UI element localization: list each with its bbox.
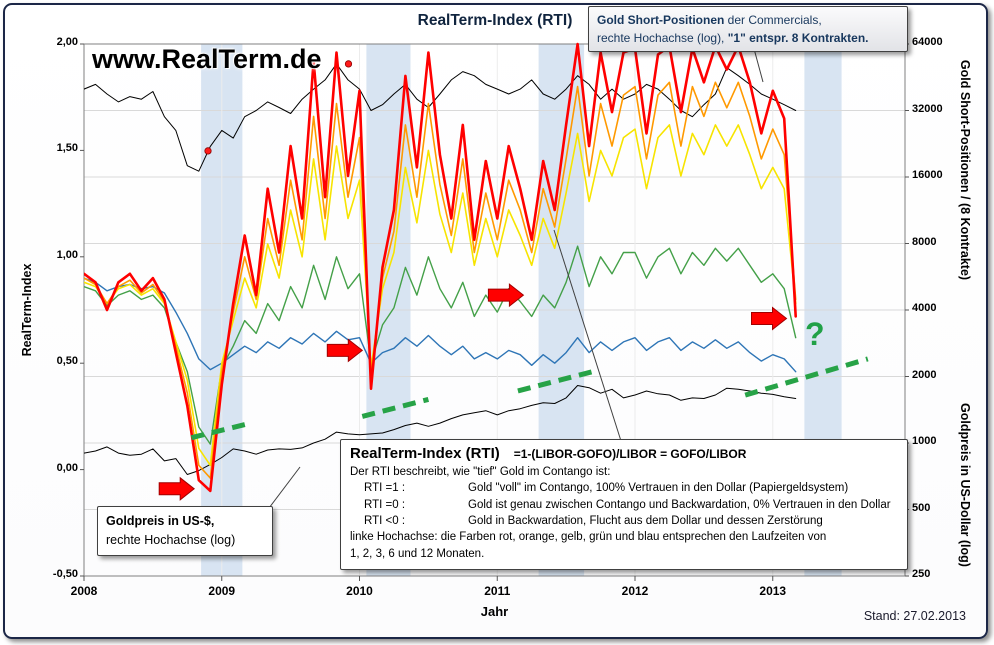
y-left-tick-label: 0,00 — [56, 461, 78, 474]
rti-box-footer1: linke Hochachse: die Farben rot, orange,… — [350, 531, 827, 544]
red-arrow — [326, 338, 364, 363]
y-right-tick-label: 1000 — [912, 435, 937, 447]
y-left-tick-label: 1,50 — [56, 142, 78, 155]
y-right-tick-label: 32000 — [912, 102, 943, 115]
annotation-box-rti: RealTerm-Index (RTI) =1-(LIBOR-GOFO)/LIB… — [340, 439, 908, 570]
trend-dash — [190, 420, 253, 441]
y-right-tick-label: 250 — [912, 568, 931, 580]
series-rti-1m — [84, 42, 798, 493]
rti-box-header: RealTerm-Index (RTI) =1-(LIBOR-GOFO)/LIB… — [350, 445, 898, 462]
annotation-shorts-line1-rest: der Commercials, — [724, 13, 822, 27]
y-axis-left-title: RealTerm-Index — [20, 263, 34, 357]
y-right-tick-label: 64000 — [912, 36, 943, 48]
y-right-tick-label: 2000 — [912, 368, 937, 381]
rti-box-intro: Der RTI beschreibt, wie "tief" Gold im C… — [350, 466, 611, 478]
date-stamp: Stand: 27.02.2013 — [863, 609, 966, 623]
callout-line — [553, 229, 622, 442]
chart-title: RealTerm-Index (RTI) — [417, 12, 573, 29]
rti-row-text: Gold in Backwardation, Flucht aus dem Do… — [468, 514, 823, 527]
rti-box-title: RealTerm-Index (RTI) — [350, 445, 500, 462]
rti-box-formula: =1-(LIBOR-GOFO)/LIBOR = GOFO/LIBOR — [513, 447, 747, 461]
rti-box-row: RTI <0 : Gold in Backwardation, Flucht a… — [350, 513, 898, 529]
watermark-text: www.RealTerm.de — [92, 44, 322, 74]
rti-row-text: Gold ist genau zwischen Contango und Bac… — [468, 498, 891, 511]
series-gold-shorts — [84, 63, 797, 172]
trend-dash — [744, 356, 869, 398]
series-rti-3m — [84, 124, 797, 467]
marker-dot — [204, 147, 212, 155]
annotation-shorts-line1-bold: Gold Short-Positionen — [597, 13, 725, 27]
series-rti-12m — [84, 277, 797, 373]
y-axis-right-title-bottom: Goldpreis in US-Dollar (log) — [958, 403, 972, 567]
rti-row-text: Gold "voll" im Contango, 100% Vertrauen … — [468, 482, 849, 495]
annotation-box-goldprice: Goldpreis in US-$, rechte Hochachse (log… — [97, 506, 273, 556]
x-tick-label: 2009 — [208, 584, 236, 598]
question-mark-annotation: ? — [805, 316, 825, 352]
series-rti-2m — [84, 81, 797, 479]
trend-dash — [361, 396, 430, 419]
x-tick-label: 2008 — [70, 584, 98, 598]
annotation-shorts-line2: rechte Hochachse (log), "1" entspr. 8 Ko… — [597, 29, 899, 47]
y-right-tick-label: 16000 — [912, 169, 943, 181]
red-arrow — [158, 476, 196, 501]
annotation-goldprice-line1: Goldpreis in US-$, — [106, 514, 215, 528]
rti-box-row: RTI =1 : Gold "voll" im Contango, 100% V… — [350, 480, 898, 496]
x-tick-label: 2010 — [346, 584, 373, 598]
trend-dash — [517, 369, 593, 394]
rti-box-row: RTI =0 : Gold ist genau zwischen Contang… — [350, 497, 898, 513]
x-tick-label: 2012 — [621, 584, 649, 598]
annotation-goldprice-line2: rechte Hochachse (log) — [106, 532, 236, 547]
rti-row-label: RTI <0 : — [364, 514, 406, 527]
annotation-box-shorts: Gold Short-Positionen der Commercials, r… — [588, 6, 908, 52]
y-right-tick-label: 500 — [912, 501, 931, 514]
rti-box-footer2: 1, 2, 3, 6 und 12 Monaten. — [350, 547, 485, 560]
annotation-shorts-line2-bold: "1" entspr. 8 Kontrakten. — [727, 31, 869, 45]
y-left-tick-label: -0,50 — [52, 568, 78, 580]
y-left-tick-label: 0,50 — [56, 355, 78, 368]
x-tick-label: 2011 — [484, 584, 511, 598]
y-right-tick-label: 8000 — [912, 235, 937, 248]
y-left-tick-label: 2,00 — [56, 36, 78, 48]
rti-row-label: RTI =0 : — [364, 498, 406, 511]
marker-dot — [344, 60, 353, 68]
annotation-shorts-line1: Gold Short-Positionen der Commercials, — [597, 11, 899, 29]
annotation-shorts-line2-rest: rechte Hochachse (log), — [597, 31, 728, 45]
y-right-tick-label: 4000 — [912, 302, 937, 314]
y-left-tick-label: 1,00 — [56, 248, 78, 261]
red-arrow — [487, 283, 525, 308]
x-axis-title: Jahr — [480, 604, 509, 619]
rti-row-label: RTI =1 : — [364, 482, 406, 495]
red-arrow — [751, 306, 788, 331]
x-tick-label: 2013 — [759, 584, 787, 598]
